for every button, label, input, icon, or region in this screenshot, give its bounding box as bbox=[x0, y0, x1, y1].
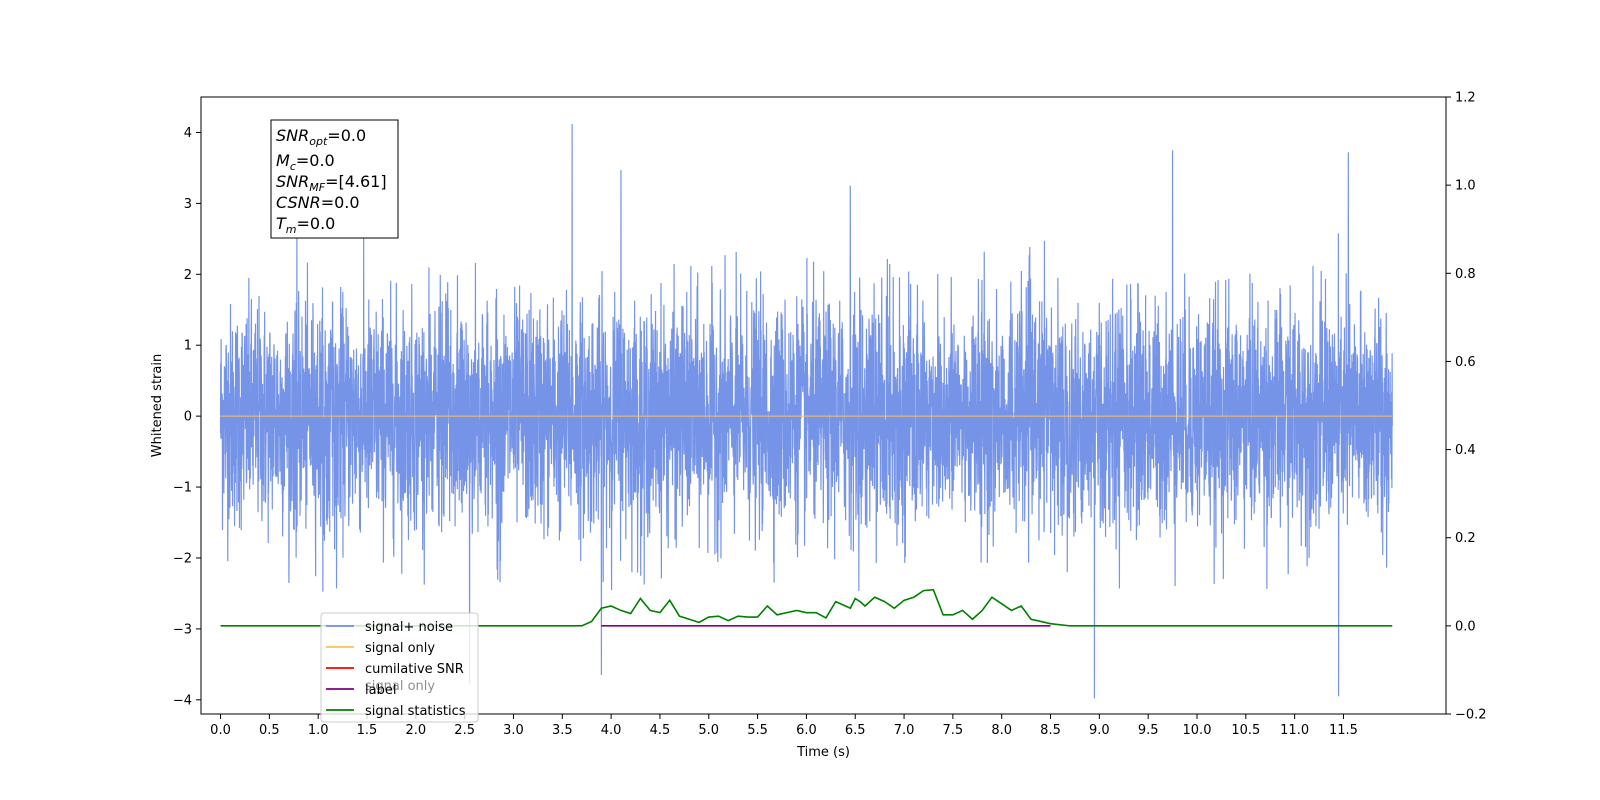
annotation-frame bbox=[270, 119, 399, 239]
y-axis-label: Whitened strain bbox=[150, 354, 165, 457]
y-tick-label: 0 bbox=[184, 410, 192, 425]
annotation-value: =0.0 bbox=[327, 126, 366, 145]
x-tick-label: 4.5 bbox=[650, 723, 671, 738]
x-tick-label: 6.5 bbox=[845, 723, 866, 738]
annotation-line: CSNR=0.0 bbox=[276, 193, 360, 212]
annotation-subscript: c bbox=[290, 160, 296, 173]
annotation-symbol: CSNR bbox=[276, 193, 321, 212]
annotation-line: Tm=0.0 bbox=[276, 214, 335, 236]
x-tick-label: 4.0 bbox=[601, 723, 622, 738]
x-tick-label: 1.5 bbox=[357, 723, 378, 738]
y-tick-label: −4 bbox=[173, 693, 192, 708]
annotation-box: SNRopt=0.0Mc=0.0SNRMF=[4.61]CSNR=0.0Tm=0… bbox=[270, 119, 399, 239]
legend-frame bbox=[320, 612, 479, 723]
annotation-subscript: m bbox=[286, 223, 297, 236]
x-tick-label: 11.0 bbox=[1280, 723, 1309, 738]
annotation-line: SNRMF=[4.61] bbox=[276, 172, 387, 194]
x-tick-label: 9.5 bbox=[1138, 723, 1159, 738]
y2-tick-label: 1.2 bbox=[1455, 91, 1476, 106]
annotation-symbol: M bbox=[276, 151, 290, 170]
y-tick-label: 3 bbox=[184, 197, 192, 212]
noise-series bbox=[219, 123, 1393, 699]
annotation-subscript: MF bbox=[309, 181, 325, 194]
y-tick-label: 4 bbox=[184, 126, 192, 141]
annotation-value: =0.0 bbox=[297, 214, 336, 233]
signal-statistics-line bbox=[220, 588, 1393, 627]
annotation-value: =0.0 bbox=[296, 151, 335, 170]
y2-tick-label: 0.2 bbox=[1455, 531, 1476, 546]
y-tick-label: 1 bbox=[184, 339, 192, 354]
y-tick-label: −3 bbox=[173, 622, 192, 637]
signal-noise-line bbox=[219, 123, 1393, 699]
y2-tick-label: −0.2 bbox=[1455, 708, 1487, 723]
x-tick-label: 7.5 bbox=[943, 723, 964, 738]
x-tick-label: 3.0 bbox=[503, 723, 524, 738]
x-tick-label: 10.5 bbox=[1231, 723, 1260, 738]
y2-tick-label: 0.4 bbox=[1455, 443, 1476, 458]
x-tick-label: 11.5 bbox=[1329, 723, 1358, 738]
x-tick-label: 8.0 bbox=[991, 723, 1012, 738]
x-axis-label: Time (s) bbox=[796, 745, 850, 760]
x-tick-label: 1.0 bbox=[308, 723, 329, 738]
y-axis-left: −4 −3 −2 −1 0 1 2 3 4 bbox=[173, 126, 201, 708]
legend: signal only signal+ noise signal only cumil… bbox=[320, 612, 479, 723]
y-tick-label: −1 bbox=[173, 481, 192, 496]
x-tick-label: 9.0 bbox=[1089, 723, 1110, 738]
x-tick-label: 10.0 bbox=[1183, 723, 1212, 738]
x-tick-label: 2.0 bbox=[405, 723, 426, 738]
y-axis-right: −0.2 0.0 0.2 0.4 0.6 0.8 1.0 1.2 bbox=[1446, 91, 1487, 723]
y2-tick-label: 0.0 bbox=[1455, 619, 1476, 634]
x-tick-label: 7.0 bbox=[894, 723, 915, 738]
annotation-symbol: SNR bbox=[276, 126, 309, 145]
x-tick-label: 5.0 bbox=[698, 723, 719, 738]
legend-label: signal statistics bbox=[365, 704, 466, 719]
x-tick-label: 2.5 bbox=[454, 723, 475, 738]
y2-tick-label: 1.0 bbox=[1455, 179, 1476, 194]
annotation-symbol: T bbox=[276, 214, 287, 233]
legend-label: cumilative SNR bbox=[365, 662, 464, 677]
legend-ghost-text: signal only bbox=[365, 679, 435, 694]
legend-label: signal+ noise bbox=[365, 620, 453, 635]
legend-label: label bbox=[365, 683, 396, 698]
y-tick-label: −2 bbox=[173, 551, 192, 566]
x-tick-label: 0.5 bbox=[259, 723, 280, 738]
line-series-layer bbox=[220, 415, 1393, 627]
x-tick-label: 5.5 bbox=[747, 723, 768, 738]
annotation-value: =[4.61] bbox=[325, 172, 387, 191]
y2-tick-label: 0.8 bbox=[1455, 267, 1476, 282]
x-axis: 0.0 0.5 1.0 1.5 2.0 2.5 3.0 3.5 4.0 4.5 5.0 5.5 6.0 6… bbox=[210, 714, 1358, 738]
plot-frame bbox=[200, 96, 1447, 715]
x-tick-label: 0.0 bbox=[210, 723, 231, 738]
annotation-subscript: opt bbox=[309, 135, 328, 148]
annotation-line: Mc=0.0 bbox=[276, 151, 335, 173]
x-tick-label: 6.0 bbox=[796, 723, 817, 738]
annotation-value: =0.0 bbox=[321, 193, 360, 212]
annotation-symbol: SNR bbox=[276, 172, 309, 191]
y-tick-label: 2 bbox=[184, 268, 192, 283]
x-tick-label: 3.5 bbox=[552, 723, 573, 738]
y2-tick-label: 0.6 bbox=[1455, 355, 1476, 370]
annotation-line: SNRopt=0.0 bbox=[276, 126, 366, 148]
x-tick-label: 8.5 bbox=[1040, 723, 1061, 738]
legend-label: signal only bbox=[365, 641, 435, 656]
